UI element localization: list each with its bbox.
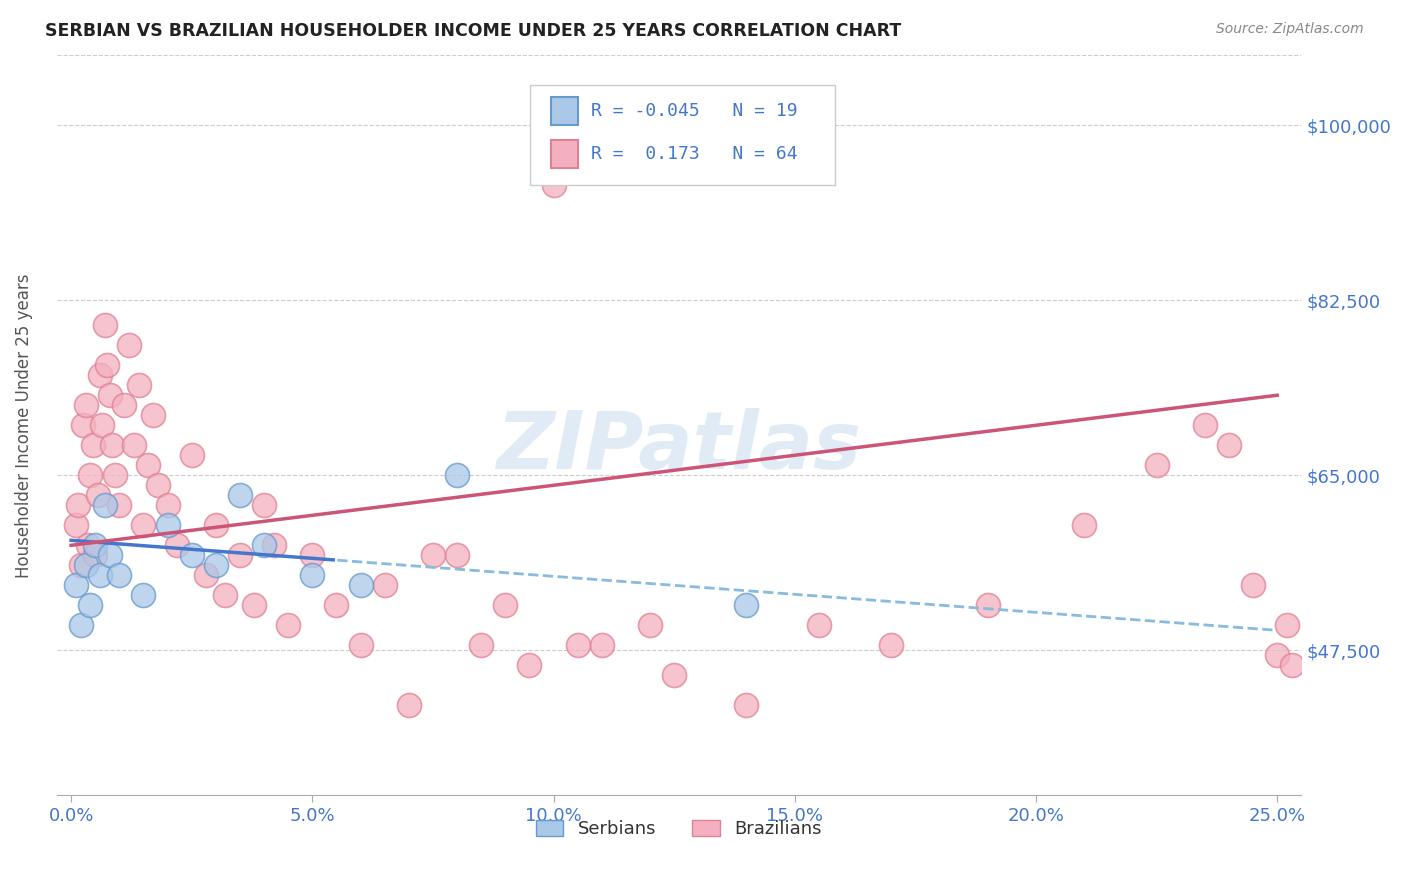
Point (325, 599, 347, 613)
Point (398, 698, 420, 713)
Point (86, 488, 108, 502)
Point (1218, 438, 1240, 452)
Point (77, 538, 100, 552)
Point (132, 588, 155, 602)
Point (1241, 578, 1264, 592)
Point (94, 498, 117, 512)
FancyBboxPatch shape (551, 140, 578, 169)
Point (1281, 658, 1303, 673)
Point (976, 599, 998, 613)
Point (349, 638, 371, 652)
Point (108, 568, 131, 582)
Point (142, 409, 165, 423)
Point (1073, 518, 1095, 533)
Point (519, 658, 541, 673)
Point (180, 549, 202, 563)
Point (156, 518, 179, 533)
Point (1146, 458, 1168, 473)
Text: SERBIAN VS BRAZILIAN HOUSEHOLDER INCOME UNDER 25 YEARS CORRELATION CHART: SERBIAN VS BRAZILIAN HOUSEHOLDER INCOME … (45, 22, 901, 40)
Y-axis label: Householder Income Under 25 years: Householder Income Under 25 years (15, 273, 32, 577)
Point (301, 568, 323, 582)
Point (253, 538, 276, 552)
Point (79, 468, 101, 483)
Point (880, 638, 903, 652)
Point (69, 618, 91, 632)
Point (96, 358, 118, 372)
Point (349, 578, 371, 592)
Point (136, 458, 159, 473)
Point (128, 378, 150, 392)
Point (69, 558, 91, 573)
Point (65, 578, 87, 592)
Point (735, 698, 758, 713)
Point (98, 388, 121, 402)
Point (112, 398, 135, 412)
Point (94, 318, 117, 333)
Point (84, 549, 107, 563)
Point (204, 558, 226, 573)
Point (79, 599, 101, 613)
Point (101, 438, 124, 452)
Point (567, 638, 589, 652)
Point (662, 668, 685, 682)
Point (103, 468, 125, 483)
Point (75, 558, 97, 573)
Point (204, 518, 226, 533)
Point (807, 618, 830, 632)
Point (1265, 648, 1288, 663)
Point (166, 538, 188, 552)
FancyBboxPatch shape (551, 97, 578, 126)
FancyBboxPatch shape (530, 85, 835, 185)
Point (229, 549, 252, 563)
Point (214, 588, 236, 602)
Point (98, 549, 121, 563)
Point (422, 549, 444, 563)
Text: ZIPatlas: ZIPatlas (496, 409, 862, 486)
Point (494, 599, 516, 613)
Text: R =  0.173   N = 64: R = 0.173 N = 64 (591, 145, 797, 162)
Point (638, 618, 661, 632)
Point (118, 338, 141, 352)
Point (229, 488, 252, 502)
Point (591, 638, 613, 652)
Point (91, 418, 114, 433)
Point (446, 549, 468, 563)
Legend: Serbians, Brazilians: Serbians, Brazilians (529, 813, 828, 846)
Point (374, 578, 396, 592)
Point (446, 468, 468, 483)
Point (243, 599, 266, 613)
Point (72, 418, 94, 433)
Point (82, 438, 104, 452)
Point (65, 518, 87, 533)
Point (195, 568, 218, 582)
Point (277, 618, 299, 632)
Point (735, 599, 758, 613)
Point (263, 538, 285, 552)
Point (1194, 418, 1216, 433)
Point (543, 178, 565, 193)
Text: R = -0.045   N = 19: R = -0.045 N = 19 (591, 102, 797, 120)
Point (180, 448, 202, 462)
Point (67, 498, 90, 512)
Point (156, 498, 179, 512)
Point (122, 438, 145, 452)
Point (84, 538, 107, 552)
Point (253, 498, 276, 512)
Point (132, 518, 155, 533)
Point (75, 398, 97, 412)
Point (301, 549, 323, 563)
Point (1275, 618, 1298, 632)
Point (470, 638, 492, 652)
Point (89, 568, 111, 582)
Point (89, 368, 111, 383)
Point (146, 478, 169, 492)
Point (108, 498, 131, 512)
Text: Source: ZipAtlas.com: Source: ZipAtlas.com (1216, 22, 1364, 37)
